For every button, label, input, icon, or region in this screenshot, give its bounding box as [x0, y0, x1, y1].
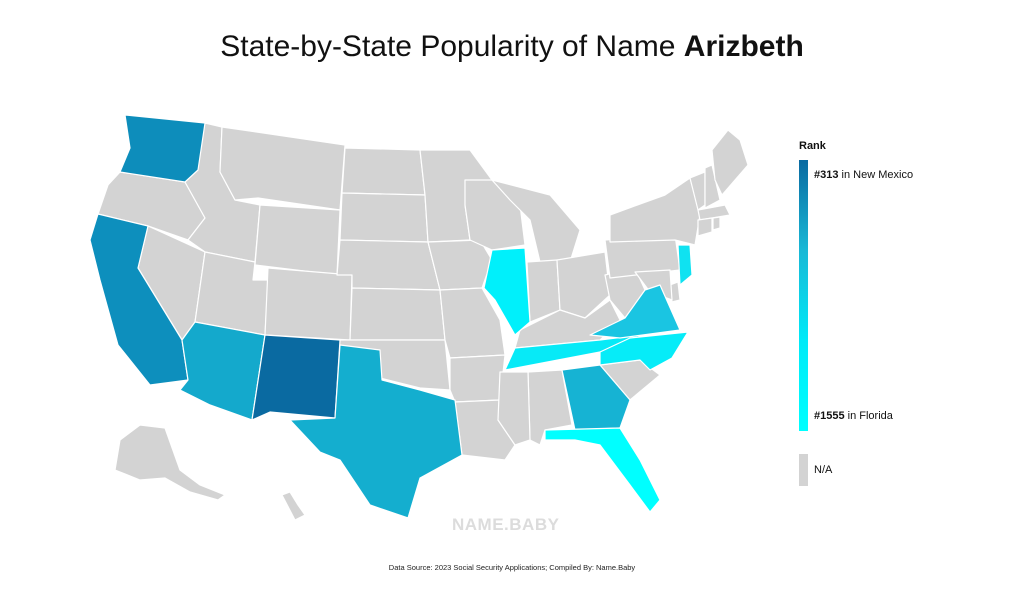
title-prefix: State-by-State Popularity of Name [220, 30, 676, 63]
state-texas [289, 344, 463, 519]
state-new-mexico [251, 334, 341, 421]
legend-na-swatch [799, 454, 808, 486]
state-virginia [589, 284, 681, 339]
state-wyoming [254, 204, 341, 276]
state-colorado [264, 267, 353, 341]
legend-top-suffix: in New Mexico [841, 169, 914, 181]
legend-top-label: #313 in New Mexico [814, 169, 913, 181]
name-baby-watermark: NAME.BABY [452, 515, 560, 534]
state-kansas [349, 287, 446, 341]
state-ohio [556, 251, 611, 319]
state-new-york [609, 177, 701, 246]
state-hawaii [281, 491, 306, 521]
state-mississippi [497, 371, 531, 446]
state-north-dakota [341, 147, 426, 196]
state-california [89, 213, 189, 386]
legend-gradient-bar [799, 160, 808, 431]
legend-bottom-label: #1555 in Florida [814, 410, 893, 422]
legend-top-rank: #313 [814, 169, 839, 181]
state-north-carolina [599, 331, 689, 371]
title-name: Arizbeth [683, 30, 804, 63]
state-new-jersey [677, 244, 693, 286]
state-washington [119, 114, 206, 183]
legend-bottom-suffix: in Florida [847, 410, 893, 422]
state-alaska [114, 424, 226, 501]
state-new-hampshire [704, 164, 721, 209]
state-georgia [561, 364, 631, 431]
state-florida [544, 427, 661, 513]
state-maine [711, 129, 749, 196]
state-rhode-island [712, 216, 721, 231]
legend-na-label: N/A [814, 464, 833, 476]
state-nebraska [336, 239, 441, 291]
state-illinois [483, 247, 531, 336]
legend-title: Rank [799, 140, 826, 152]
state-arizona [179, 321, 266, 421]
state-iowa [427, 239, 493, 291]
data-source-footer: Data Source: 2023 Social Security Applic… [388, 563, 636, 572]
legend-bottom-rank: #1555 [814, 410, 845, 422]
state-south-dakota [339, 192, 429, 243]
state-montana [219, 126, 346, 211]
state-arkansas [449, 354, 506, 403]
state-massachusetts [697, 204, 731, 221]
state-connecticut [697, 217, 713, 237]
chart-title: State-by-State Popularity of Name Arizbe… [0, 30, 1024, 64]
